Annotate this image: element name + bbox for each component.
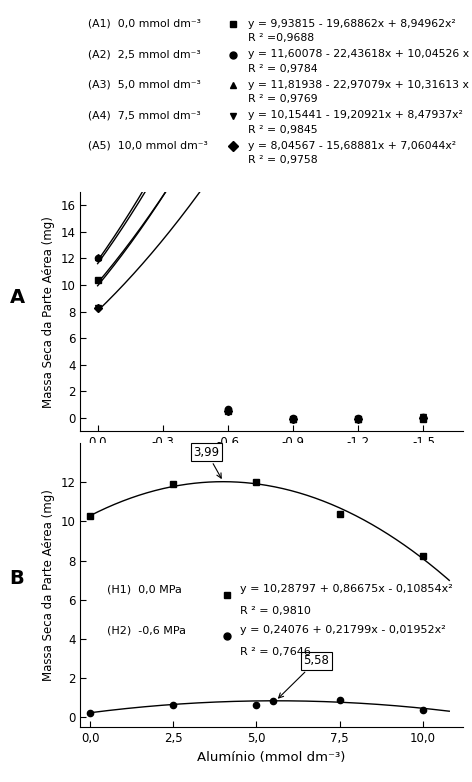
Text: R ² = 0,7646: R ² = 0,7646 [240, 647, 311, 657]
Text: R ² = 0,9769: R ² = 0,9769 [248, 95, 318, 104]
Text: y = 9,93815 - 19,68862x + 8,94962x²: y = 9,93815 - 19,68862x + 8,94962x² [248, 19, 456, 29]
Text: (A4)  7,5 mmol dm⁻³: (A4) 7,5 mmol dm⁻³ [88, 110, 201, 120]
Text: (A1)  0,0 mmol dm⁻³: (A1) 0,0 mmol dm⁻³ [88, 19, 201, 29]
X-axis label: Potencial Osmótico (MPa): Potencial Osmótico (MPa) [187, 455, 356, 468]
Text: R ² =0,9688: R ² =0,9688 [248, 34, 314, 43]
Text: y = 11,60078 - 22,43618x + 10,04526 x: y = 11,60078 - 22,43618x + 10,04526 x [248, 49, 470, 59]
Text: A: A [9, 288, 25, 307]
Text: 5,58: 5,58 [278, 655, 329, 698]
Text: (A2)  2,5 mmol dm⁻³: (A2) 2,5 mmol dm⁻³ [88, 49, 201, 59]
Text: y = 0,24076 + 0,21799x - 0,01952x²: y = 0,24076 + 0,21799x - 0,01952x² [240, 626, 446, 635]
Text: R ² = 0,9784: R ² = 0,9784 [248, 64, 318, 74]
Text: (A5)  10,0 mmol dm⁻³: (A5) 10,0 mmol dm⁻³ [88, 141, 208, 151]
Text: y = 8,04567 - 15,68881x + 7,06044x²: y = 8,04567 - 15,68881x + 7,06044x² [248, 141, 456, 151]
X-axis label: Alumínio (mmol dm⁻³): Alumínio (mmol dm⁻³) [197, 751, 346, 764]
Text: y = 10,15441 - 19,20921x + 8,47937x²: y = 10,15441 - 19,20921x + 8,47937x² [248, 110, 464, 120]
Text: (H1)  0,0 MPa: (H1) 0,0 MPa [107, 584, 182, 594]
Text: R ² = 0,9810: R ² = 0,9810 [240, 605, 311, 615]
Text: R ² = 0,9758: R ² = 0,9758 [248, 155, 318, 165]
Text: y = 10,28797 + 0,86675x - 0,10854x²: y = 10,28797 + 0,86675x - 0,10854x² [240, 584, 453, 594]
Y-axis label: Massa Seca da Parte Aérea (mg): Massa Seca da Parte Aérea (mg) [42, 216, 55, 407]
Y-axis label: Massa Seca da Parte Aérea (mg): Massa Seca da Parte Aérea (mg) [42, 489, 55, 681]
Text: (H2)  -0,6 MPa: (H2) -0,6 MPa [107, 626, 186, 635]
Text: B: B [9, 569, 24, 588]
Text: 3,99: 3,99 [194, 446, 221, 478]
Text: (A3)  5,0 mmol dm⁻³: (A3) 5,0 mmol dm⁻³ [88, 80, 201, 90]
Text: y = 11,81938 - 22,97079x + 10,31613 x: y = 11,81938 - 22,97079x + 10,31613 x [248, 80, 469, 90]
Text: R ² = 0,9845: R ² = 0,9845 [248, 124, 318, 135]
